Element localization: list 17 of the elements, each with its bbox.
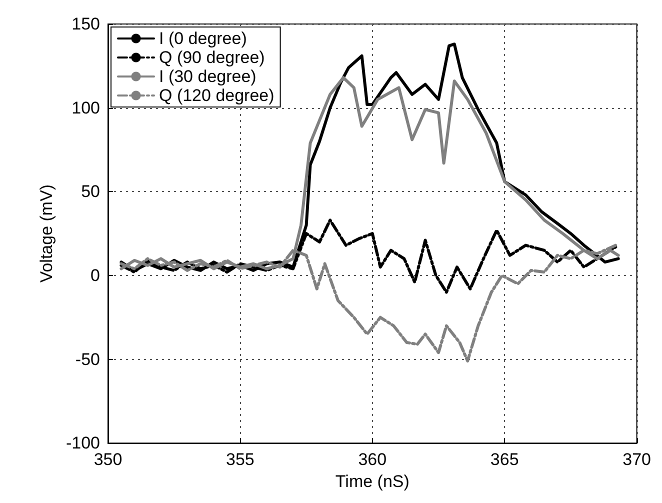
y-tick-label: 100	[72, 98, 100, 118]
x-tick-label: 355	[226, 450, 254, 470]
y-tick-label: 150	[72, 14, 100, 34]
y-tick-label: 50	[81, 182, 100, 202]
x-tick-label: 360	[358, 450, 387, 470]
y-tick-label: -100	[66, 434, 100, 453]
x-tick-label: 365	[490, 450, 519, 470]
legend-label: I (30 degree)	[159, 67, 256, 86]
x-tick-label: 350	[94, 450, 122, 470]
y-tick-label: 0	[90, 266, 100, 285]
x-tick-label: 370	[622, 450, 652, 470]
y-tick-label: -50	[75, 350, 100, 369]
legend-label: Q (120 degree)	[159, 86, 274, 105]
x-axis-title: Time (nS)	[335, 472, 410, 491]
y-axis-title: Voltage (mV)	[37, 184, 56, 283]
legend-label: I (0 degree)	[159, 29, 247, 48]
legend-label: Q (90 degree)	[159, 48, 265, 67]
